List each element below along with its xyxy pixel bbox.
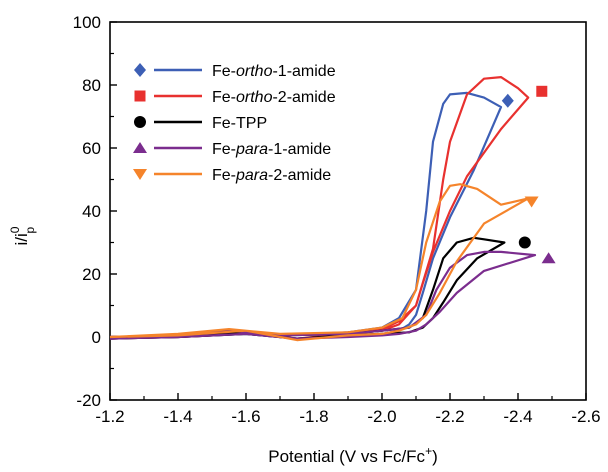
legend-item-fe-tpp: Fe-TPP — [134, 115, 267, 132]
legend-marker — [134, 116, 146, 128]
x-tick-label: -2.4 — [503, 407, 532, 426]
legend-label: Fe-ortho-1-amide — [212, 63, 336, 80]
axes-labels: Potential (V vs Fc/Fc+) i/i0p — [8, 226, 438, 466]
y-tick-label: 0 — [92, 328, 101, 347]
y-tick-label: 80 — [82, 76, 101, 95]
legend-label: Fe-para-1-amide — [212, 141, 331, 158]
legend-item-fe-para-1-amide: Fe-para-1-amide — [133, 141, 331, 158]
legend: Fe-ortho-1-amide Fe-ortho-2-amide Fe-TPP Fe… — [133, 63, 336, 184]
legend-item-fe-para-2-amide: Fe-para-2-amide — [133, 167, 331, 184]
marker-fe-para-2-amide — [524, 196, 539, 208]
legend-marker — [134, 63, 146, 77]
series-curves — [109, 75, 537, 342]
plot-frame: -1.2 -1.4 -1.6 -1.8 -2.0 -2.2 -2.4 -2.6 -20 0 20 40… — [73, 13, 601, 426]
legend-item-fe-ortho-1-amide: Fe-ortho-1-amide — [134, 63, 336, 80]
y-tick-label: 100 — [73, 13, 101, 32]
legend-label: Fe-para-2-amide — [212, 167, 331, 184]
legend-marker — [133, 142, 147, 153]
series-line-fe-ortho-2-amide — [109, 75, 530, 340]
legend-item-fe-ortho-2-amide: Fe-ortho-2-amide — [134, 89, 336, 106]
x-axis-label: Potential (V vs Fc/Fc+) — [268, 444, 438, 466]
legend-marker — [133, 169, 147, 180]
y-tick-label: 20 — [82, 265, 101, 284]
x-tick-label: -2.0 — [367, 407, 396, 426]
plot-border — [109, 21, 587, 401]
legend-label: Fe-ortho-2-amide — [212, 89, 336, 106]
series-line-fe-para-1-amide — [109, 250, 537, 340]
marker-fe-para-1-amide — [541, 252, 556, 264]
y-tick-label: 60 — [82, 139, 101, 158]
y-axis-label: i/i0p — [8, 226, 37, 245]
x-tick-label: -1.6 — [231, 407, 260, 426]
y-tick-label: -20 — [76, 391, 101, 410]
legend-marker — [134, 90, 146, 102]
x-tick-label: -2.2 — [435, 407, 464, 426]
marker-fe-tpp — [518, 236, 531, 249]
series-end-markers — [501, 85, 556, 264]
x-tick-label: -2.6 — [571, 407, 600, 426]
marker-fe-ortho-2-amide — [536, 85, 548, 97]
series-line-fe-tpp — [109, 236, 506, 340]
series-line-fe-para-2-amide — [109, 183, 530, 342]
y-tick-label: 40 — [82, 202, 101, 221]
legend-label: Fe-TPP — [212, 115, 267, 132]
marker-fe-ortho-1-amide — [501, 93, 514, 108]
x-tick-label: -1.8 — [299, 407, 328, 426]
x-tick-label: -1.2 — [95, 407, 124, 426]
x-tick-label: -1.4 — [163, 407, 192, 426]
